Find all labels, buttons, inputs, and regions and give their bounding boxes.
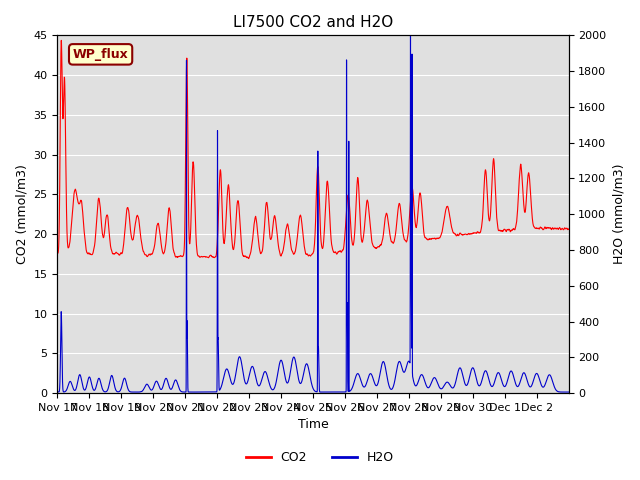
Y-axis label: H2O (mmol/m3): H2O (mmol/m3) xyxy=(612,164,625,264)
Text: WP_flux: WP_flux xyxy=(73,48,129,61)
X-axis label: Time: Time xyxy=(298,419,328,432)
Title: LI7500 CO2 and H2O: LI7500 CO2 and H2O xyxy=(233,15,393,30)
Y-axis label: CO2 (mmol/m3): CO2 (mmol/m3) xyxy=(15,164,28,264)
Legend: CO2, H2O: CO2, H2O xyxy=(241,446,399,469)
